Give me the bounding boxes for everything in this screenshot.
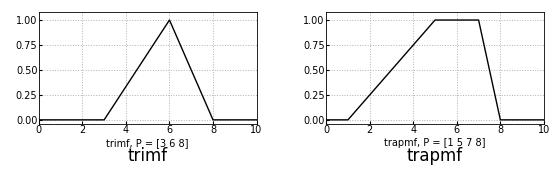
Text: trimf: trimf xyxy=(128,147,168,165)
X-axis label: trimf, P = [3 6 8]: trimf, P = [3 6 8] xyxy=(107,138,189,148)
Text: trapmf: trapmf xyxy=(407,147,463,165)
X-axis label: trapmf, P = [1 5 7 8]: trapmf, P = [1 5 7 8] xyxy=(384,138,486,148)
